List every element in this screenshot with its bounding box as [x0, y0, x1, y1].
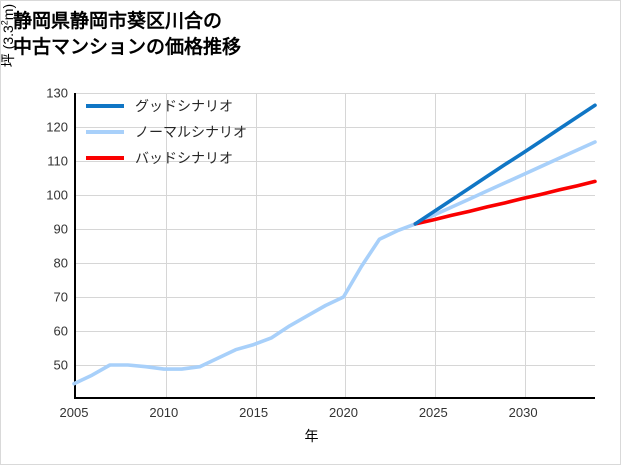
gridline-horizontal: [76, 297, 595, 298]
gridline-horizontal: [76, 331, 595, 332]
legend-item-label: バッドシナリオ: [135, 150, 233, 166]
gridline-horizontal: [76, 195, 595, 196]
y-axis-title: 坪 (3.32m) 単価 (万円): [0, 1, 18, 119]
x-axis-tick-label: 2005: [59, 405, 89, 420]
page-title: 静岡県静岡市葵区川合の 中古マンションの価格推移: [13, 11, 242, 58]
legend-color-swatch: [86, 104, 124, 108]
y-axis-tick-label: 80: [53, 255, 68, 271]
x-axis-tick-label: 2010: [149, 405, 179, 420]
gridline-horizontal: [76, 93, 595, 94]
gridline-horizontal: [76, 127, 595, 128]
y-axis-tick-label: 50: [53, 357, 68, 373]
legend-color-swatch: [86, 130, 124, 134]
gridline-horizontal: [76, 229, 595, 230]
x-axis-tick-label: 2025: [418, 405, 448, 420]
y-axis-tick-label: 100: [46, 187, 68, 203]
legend-color-swatch: [86, 156, 124, 160]
y-axis-title-prefix: 坪 (3.3: [0, 25, 16, 68]
x-axis-title: 年: [304, 428, 319, 444]
y-axis-tick-label: 70: [53, 289, 68, 305]
y-axis-title-suffix: m) 単価 (万円): [1, 1, 16, 20]
legend-item-label: グッドシナリオ: [135, 98, 233, 114]
legend-item-label: ノーマルシナリオ: [135, 124, 247, 140]
y-axis-tick-label: 110: [47, 153, 68, 169]
x-axis-tick-label: 2030: [508, 405, 538, 420]
y-axis-title-superscript: 2: [0, 20, 10, 26]
gridline-vertical: [435, 93, 437, 397]
y-axis-tick-label: 90: [53, 221, 68, 237]
x-axis-tick-label: 2020: [329, 405, 358, 420]
legend-item[interactable]: バッドシナリオ: [86, 145, 316, 171]
y-axis-tick-label: 130: [46, 85, 68, 101]
legend-item[interactable]: グッドシナリオ: [86, 93, 316, 119]
gridline-vertical: [345, 93, 347, 397]
gridline-horizontal: [76, 263, 595, 264]
y-axis-tick-label: 120: [46, 119, 68, 135]
gridline-horizontal: [76, 365, 595, 366]
legend: グッドシナリオ ノーマルシナリオ バッドシナリオ: [86, 93, 316, 171]
legend-item[interactable]: ノーマルシナリオ: [86, 119, 316, 145]
y-axis-tick-label: 60: [53, 323, 68, 339]
gridline-vertical: [525, 93, 527, 397]
x-axis-tick-label: 2015: [239, 405, 269, 420]
